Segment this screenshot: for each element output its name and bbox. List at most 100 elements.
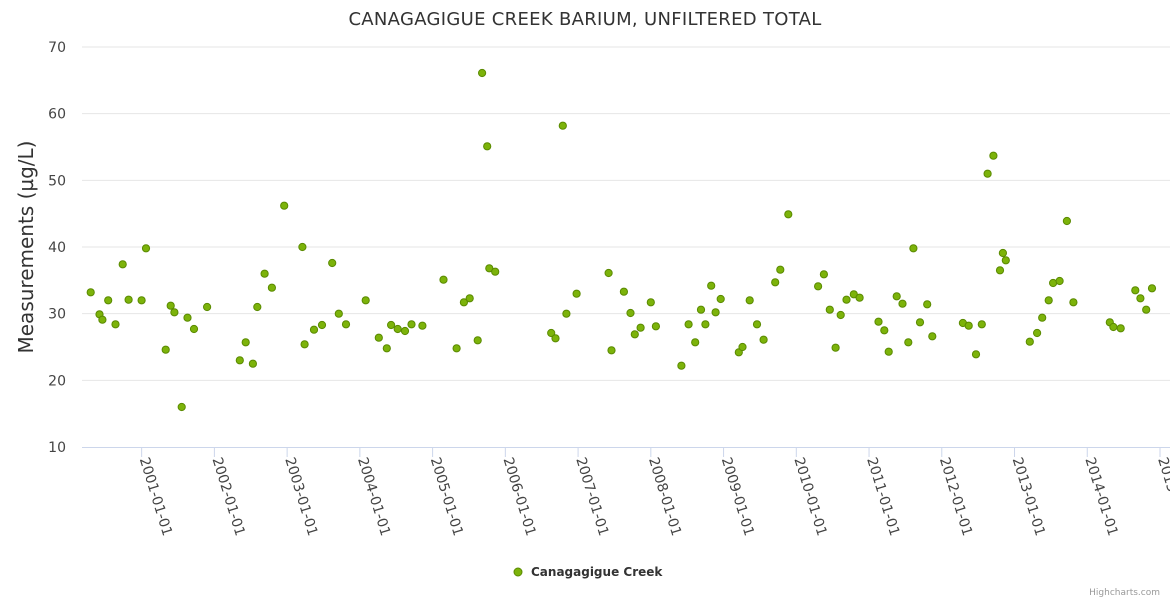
data-point[interactable] bbox=[317, 320, 327, 330]
data-point[interactable] bbox=[1062, 216, 1072, 226]
data-point[interactable] bbox=[651, 322, 661, 331]
data-point[interactable] bbox=[300, 340, 309, 349]
data-point[interactable] bbox=[842, 295, 851, 304]
data-point[interactable] bbox=[759, 335, 768, 344]
data-point[interactable] bbox=[1033, 328, 1042, 338]
data-point[interactable] bbox=[393, 324, 402, 334]
data-point[interactable] bbox=[1025, 337, 1034, 346]
series-canagagigue-creek[interactable] bbox=[86, 68, 1157, 412]
data-point[interactable] bbox=[923, 300, 932, 309]
data-point[interactable] bbox=[646, 298, 655, 307]
data-point[interactable] bbox=[361, 296, 370, 305]
data-point[interactable] bbox=[418, 321, 427, 330]
data-point[interactable] bbox=[745, 296, 754, 305]
data-point[interactable] bbox=[98, 315, 107, 324]
data-point[interactable] bbox=[267, 283, 276, 292]
data-point[interactable] bbox=[387, 320, 396, 330]
data-point[interactable] bbox=[814, 282, 823, 291]
data-point[interactable] bbox=[473, 336, 482, 345]
data-point[interactable] bbox=[716, 294, 725, 304]
data-point[interactable] bbox=[604, 268, 613, 278]
data-point[interactable] bbox=[784, 210, 793, 219]
data-point[interactable] bbox=[280, 201, 289, 210]
data-point[interactable] bbox=[964, 321, 973, 330]
data-point[interactable] bbox=[819, 270, 829, 279]
data-point[interactable] bbox=[880, 326, 889, 335]
data-point[interactable] bbox=[701, 320, 710, 329]
data-point[interactable] bbox=[696, 305, 706, 314]
data-point[interactable] bbox=[1069, 298, 1078, 307]
data-point[interactable] bbox=[374, 333, 383, 342]
data-point[interactable] bbox=[874, 317, 883, 326]
data-point[interactable] bbox=[626, 308, 635, 318]
data-point[interactable] bbox=[995, 266, 1005, 275]
data-point[interactable] bbox=[831, 343, 840, 352]
data-point[interactable] bbox=[989, 151, 998, 160]
data-point[interactable] bbox=[170, 308, 179, 317]
data-point[interactable] bbox=[1055, 276, 1064, 286]
data-point[interactable] bbox=[636, 323, 645, 332]
data-point[interactable] bbox=[998, 248, 1008, 258]
data-point[interactable] bbox=[738, 342, 747, 352]
data-point[interactable] bbox=[1142, 305, 1151, 314]
data-point[interactable] bbox=[309, 325, 319, 334]
data-point[interactable] bbox=[334, 309, 343, 318]
data-point[interactable] bbox=[86, 288, 95, 297]
data-point[interactable] bbox=[118, 260, 127, 269]
data-point[interactable] bbox=[691, 338, 700, 347]
data-point[interactable] bbox=[459, 298, 468, 307]
data-point[interactable] bbox=[248, 359, 257, 368]
data-point[interactable] bbox=[1136, 294, 1145, 303]
data-point[interactable] bbox=[161, 345, 170, 354]
data-point[interactable] bbox=[177, 402, 186, 412]
data-point[interactable] bbox=[328, 258, 337, 268]
data-point[interactable] bbox=[752, 320, 762, 329]
data-point[interactable] bbox=[189, 324, 199, 334]
data-point[interactable] bbox=[465, 294, 474, 303]
data-point[interactable] bbox=[572, 289, 581, 298]
data-point[interactable] bbox=[1147, 284, 1157, 293]
data-point[interactable] bbox=[111, 320, 120, 329]
data-point[interactable] bbox=[684, 320, 693, 329]
data-point[interactable] bbox=[241, 338, 250, 347]
data-point[interactable] bbox=[909, 244, 918, 253]
data-point[interactable] bbox=[776, 265, 785, 274]
legend-item-canagagigue-creek[interactable]: Canagagigue Creek bbox=[531, 565, 663, 579]
data-point[interactable] bbox=[183, 313, 192, 322]
data-point[interactable] bbox=[341, 320, 351, 329]
data-point[interactable] bbox=[825, 305, 834, 314]
data-point[interactable] bbox=[1044, 296, 1053, 305]
data-point[interactable] bbox=[619, 287, 629, 296]
data-point[interactable] bbox=[141, 244, 151, 253]
data-point[interactable] bbox=[1038, 313, 1047, 322]
data-point[interactable] bbox=[971, 350, 981, 359]
data-point[interactable] bbox=[771, 278, 780, 287]
data-point[interactable] bbox=[439, 275, 448, 284]
data-point[interactable] bbox=[491, 267, 500, 276]
data-point[interactable] bbox=[253, 302, 262, 312]
data-point[interactable] bbox=[915, 318, 925, 327]
data-point[interactable] bbox=[298, 242, 307, 252]
data-point[interactable] bbox=[382, 344, 391, 353]
data-point[interactable] bbox=[892, 292, 901, 301]
data-point[interactable] bbox=[166, 301, 175, 310]
data-point[interactable] bbox=[203, 302, 212, 312]
data-point[interactable] bbox=[983, 169, 992, 178]
data-point[interactable] bbox=[928, 332, 937, 341]
data-point[interactable] bbox=[855, 293, 864, 302]
data-point[interactable] bbox=[407, 320, 416, 329]
data-point[interactable] bbox=[1001, 256, 1010, 265]
data-point[interactable] bbox=[104, 296, 113, 305]
data-point[interactable] bbox=[630, 330, 639, 339]
data-point[interactable] bbox=[677, 361, 686, 370]
data-point[interactable] bbox=[836, 310, 845, 320]
data-point[interactable] bbox=[1131, 286, 1140, 295]
data-point[interactable] bbox=[558, 121, 567, 130]
data-point[interactable] bbox=[235, 356, 244, 365]
data-point[interactable] bbox=[884, 347, 893, 356]
data-point[interactable] bbox=[711, 308, 720, 317]
data-point[interactable] bbox=[452, 344, 461, 353]
data-point[interactable] bbox=[1116, 324, 1125, 333]
data-point[interactable] bbox=[707, 281, 716, 290]
data-point[interactable] bbox=[1109, 322, 1118, 332]
